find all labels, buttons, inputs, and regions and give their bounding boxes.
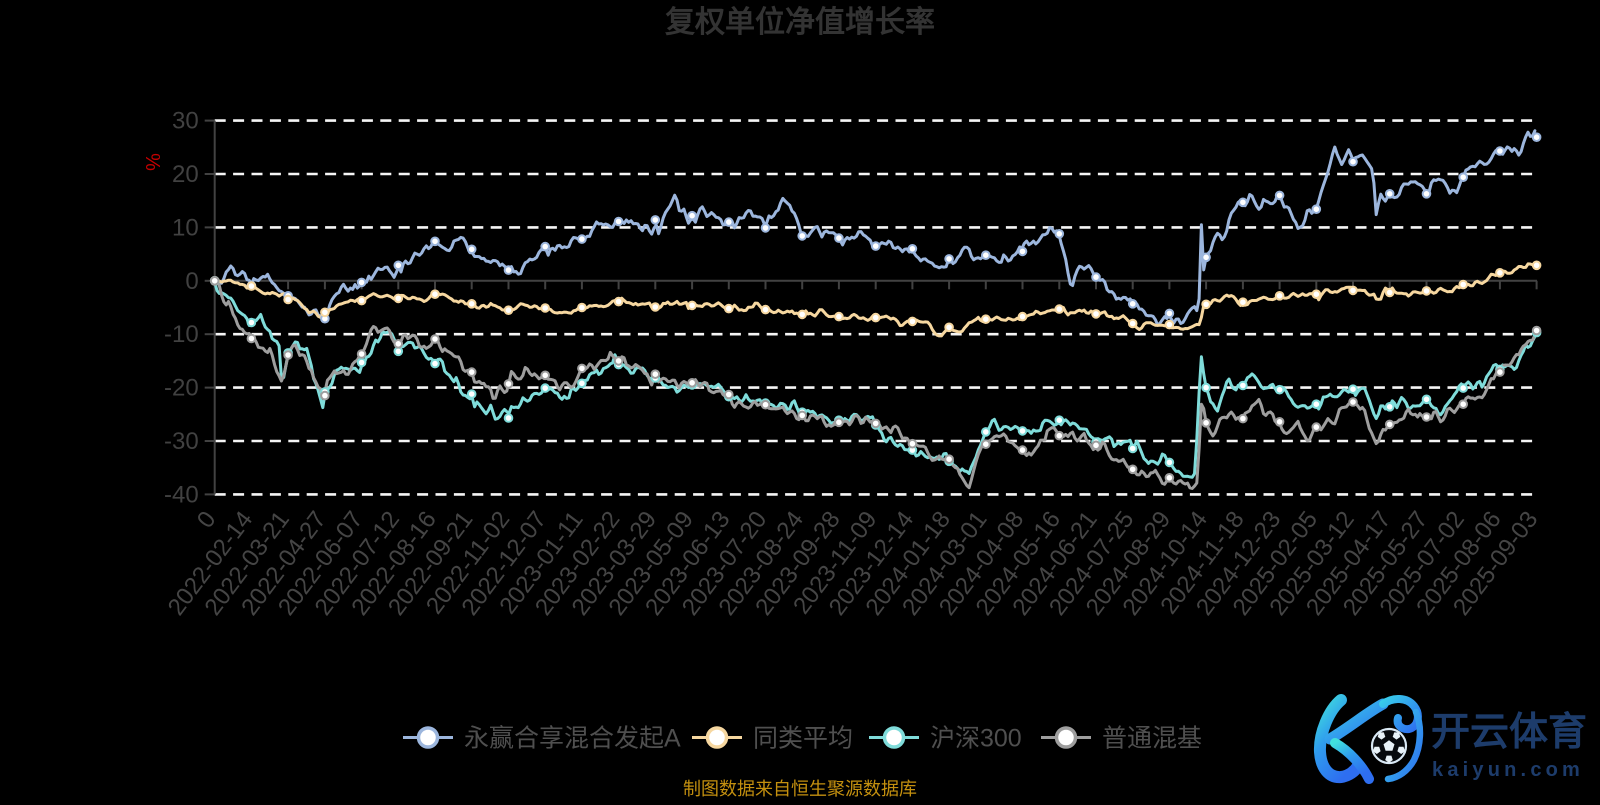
svg-text:%: % bbox=[141, 153, 163, 171]
svg-text:-10: -10 bbox=[164, 321, 199, 348]
svg-text:30: 30 bbox=[172, 108, 199, 135]
svg-text:-30: -30 bbox=[164, 428, 199, 455]
svg-text:沪深300: 沪深300 bbox=[930, 725, 1022, 753]
svg-text:复权单位净值增长率: 复权单位净值增长率 bbox=[665, 5, 935, 39]
svg-text:kaiyun.com: kaiyun.com bbox=[1432, 759, 1584, 781]
svg-text:10: 10 bbox=[172, 214, 199, 241]
svg-text:-20: -20 bbox=[164, 375, 199, 402]
svg-text:开云体育: 开云体育 bbox=[1431, 711, 1587, 754]
svg-text:普通混基: 普通混基 bbox=[1102, 725, 1202, 753]
svg-text:20: 20 bbox=[172, 161, 199, 188]
svg-text:同类平均: 同类平均 bbox=[753, 725, 853, 753]
svg-text:永赢合享混合发起A: 永赢合享混合发起A bbox=[464, 725, 681, 753]
svg-text:制图数据来自恒生聚源数据库: 制图数据来自恒生聚源数据库 bbox=[683, 779, 917, 799]
svg-text:0: 0 bbox=[185, 268, 198, 295]
svg-text:-40: -40 bbox=[164, 481, 199, 508]
